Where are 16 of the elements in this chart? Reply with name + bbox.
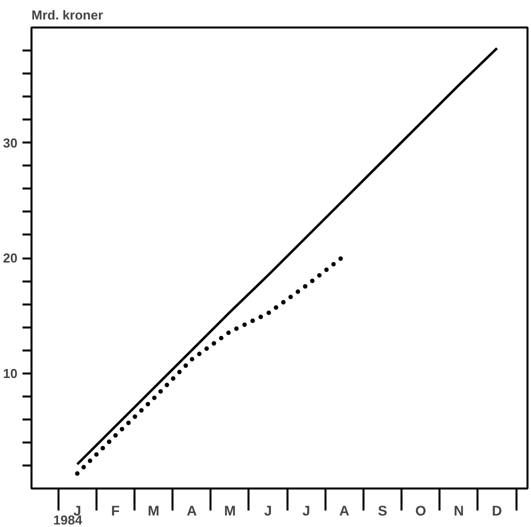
line-series [76,46,498,466]
x-tick-label: N [454,502,464,518]
x-tick-label: J [264,502,272,518]
y-tick-label: 10 [3,366,18,381]
x-tick-label: M [224,502,236,518]
x-tick-label: O [415,502,426,518]
x-tick-label: M [148,502,160,518]
x-tick-label: D [492,502,502,518]
x-tick-label: A [339,502,350,518]
y-tick-label: 30 [3,135,18,150]
x-tick-label: A [186,502,197,518]
x-tick-label: F [111,502,120,518]
x-tick-label: J [302,502,310,518]
x-tick-label: S [378,502,388,518]
y-tick-label: 20 [3,250,18,266]
y-axis-title: Mrd. kroner [32,8,104,22]
